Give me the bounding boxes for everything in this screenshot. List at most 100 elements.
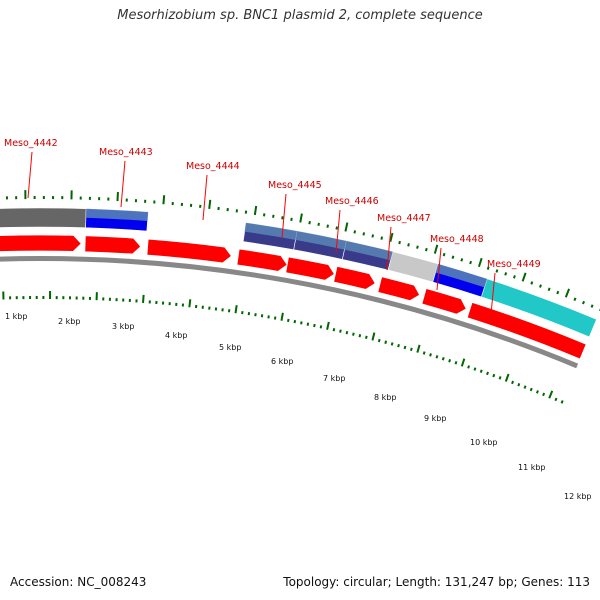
scale-tick bbox=[377, 338, 381, 343]
cog-highlight bbox=[244, 222, 298, 240]
scale-label: 10 kbp bbox=[470, 438, 498, 447]
outer-tick bbox=[451, 255, 455, 259]
scale-tick bbox=[403, 345, 407, 350]
outer-tick bbox=[317, 222, 320, 227]
scale-tick bbox=[384, 340, 388, 344]
outer-tick bbox=[495, 269, 499, 273]
scale-tick bbox=[352, 332, 355, 336]
scale-label-group: 1 kbp 2 kbp 3 kbp 4 kbp 5 kbp 6 kbp 7 kbp 8 kbp… bbox=[5, 312, 592, 501]
scale-tick bbox=[467, 365, 471, 369]
outer-tick bbox=[547, 287, 551, 292]
outer-tick bbox=[504, 272, 508, 276]
scale-tick bbox=[448, 359, 452, 363]
outer-tick bbox=[539, 284, 542, 288]
scale-label: 11 kbp bbox=[518, 463, 546, 472]
outer-tick bbox=[590, 304, 594, 308]
scale-tick bbox=[339, 329, 342, 333]
scale-tick bbox=[293, 319, 297, 324]
outer-tick bbox=[477, 257, 483, 268]
scale-tick bbox=[345, 330, 349, 335]
scale-tick bbox=[486, 371, 489, 376]
outer-tick bbox=[398, 240, 401, 245]
cog-highlight bbox=[85, 208, 149, 222]
scale-tick bbox=[371, 332, 376, 341]
scale-label: 5 kbp bbox=[219, 343, 241, 352]
scale-tick bbox=[529, 387, 533, 392]
gene-arrow bbox=[466, 301, 587, 360]
cog-highlight bbox=[435, 263, 488, 288]
gene-arrow bbox=[0, 234, 82, 252]
backbone-ring bbox=[0, 256, 579, 369]
outer-tick bbox=[290, 217, 293, 222]
gene-arrow bbox=[377, 276, 421, 302]
scale-tick bbox=[267, 315, 270, 319]
gene-arrow bbox=[236, 248, 288, 272]
scale-tick bbox=[313, 323, 316, 328]
gene-ring bbox=[0, 234, 587, 360]
gene-leader-line bbox=[281, 193, 287, 239]
scale-tick bbox=[473, 367, 477, 371]
gene-leader-line bbox=[490, 272, 496, 315]
scale-tick bbox=[422, 351, 426, 355]
scale-tick bbox=[460, 358, 466, 367]
outer-tick bbox=[335, 226, 339, 230]
gene-arrow bbox=[333, 265, 376, 290]
scale-tick bbox=[554, 397, 558, 402]
scale-tick bbox=[479, 369, 483, 373]
outer-tick bbox=[460, 258, 464, 262]
scale-tick bbox=[511, 380, 515, 385]
gene-arrow bbox=[84, 235, 142, 255]
scale-tick bbox=[517, 382, 521, 387]
scale-tick bbox=[492, 373, 496, 378]
gene-leader-line bbox=[27, 151, 33, 199]
outer-tick bbox=[308, 220, 311, 225]
scale-label: 6 kbp bbox=[271, 357, 293, 366]
outer-tick bbox=[530, 281, 534, 285]
gene-label: Meso_4447 bbox=[377, 213, 431, 224]
scale-tick bbox=[504, 373, 510, 382]
gene-leader-line bbox=[436, 247, 442, 291]
backbone-arc bbox=[0, 256, 579, 369]
cog-segment bbox=[0, 207, 87, 229]
gene-label-group: Meso_4442Meso_4443Meso_4444Meso_4445Meso… bbox=[4, 138, 541, 315]
cog-segment bbox=[387, 251, 439, 283]
scale-tick bbox=[454, 361, 458, 365]
outer-tick bbox=[344, 222, 349, 232]
outer-tick bbox=[380, 236, 384, 240]
outer-tick bbox=[162, 195, 166, 205]
scale-tick bbox=[326, 321, 330, 330]
scale-tick bbox=[498, 376, 502, 380]
scale-label: 12 kbp bbox=[564, 492, 592, 501]
outer-tick bbox=[521, 272, 527, 282]
scale-label: 2 kbp bbox=[58, 317, 80, 326]
outer-tick bbox=[433, 244, 439, 254]
scale-tick bbox=[441, 357, 445, 361]
scale-tick bbox=[365, 335, 368, 340]
gene-leader-line bbox=[386, 226, 392, 271]
scale-tick bbox=[300, 321, 303, 325]
scale-tick bbox=[287, 318, 290, 323]
gene-label: Meso_4445 bbox=[268, 180, 322, 191]
outer-tick bbox=[469, 260, 472, 265]
topology-text: Topology: circular; Length: 131,247 bp; … bbox=[283, 575, 590, 589]
scale-tick bbox=[142, 294, 145, 303]
scale-tick bbox=[273, 316, 277, 320]
scale-label: 1 kbp bbox=[5, 312, 27, 321]
outer-tick bbox=[416, 245, 419, 249]
outer-tick bbox=[389, 232, 394, 243]
gene-arrow bbox=[285, 256, 335, 281]
scale-label: 4 kbp bbox=[165, 331, 187, 340]
scale-tick bbox=[397, 343, 400, 348]
outer-tick bbox=[486, 266, 490, 270]
scale-tick bbox=[234, 305, 238, 314]
gene-leader-line bbox=[120, 160, 126, 208]
gene-arrow bbox=[421, 288, 467, 315]
scale-tick bbox=[188, 299, 192, 308]
cog-highlight bbox=[344, 240, 393, 261]
scale-tick bbox=[416, 344, 421, 353]
scale-tick bbox=[429, 353, 432, 357]
outer-tick-ring bbox=[5, 190, 600, 311]
scale-tick bbox=[390, 342, 394, 346]
cog-ring bbox=[0, 207, 597, 338]
